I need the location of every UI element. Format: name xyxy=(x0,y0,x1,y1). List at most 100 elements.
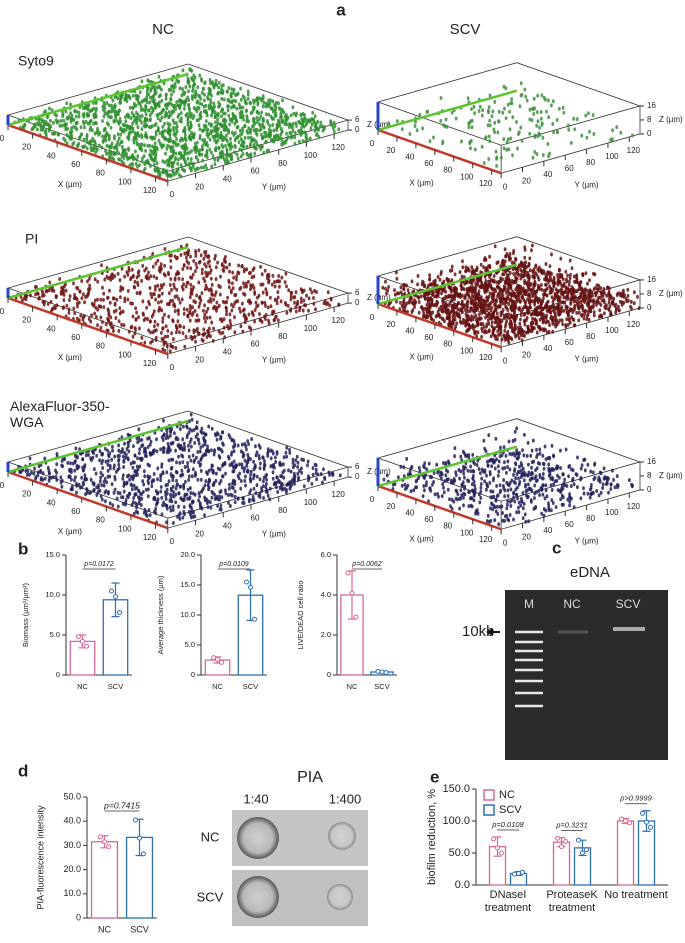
voxel xyxy=(80,133,83,137)
voxel xyxy=(552,130,555,134)
voxel xyxy=(215,79,218,83)
voxel xyxy=(405,284,408,288)
y-tick-label: 100 xyxy=(304,324,318,333)
voxel xyxy=(187,261,190,265)
voxel xyxy=(166,144,169,148)
voxel xyxy=(248,313,251,317)
voxel xyxy=(155,338,158,342)
voxel xyxy=(294,142,297,146)
voxel xyxy=(578,284,581,288)
voxel xyxy=(155,276,158,280)
voxel xyxy=(492,110,495,114)
voxel xyxy=(109,115,112,119)
voxel xyxy=(99,479,102,483)
voxel xyxy=(569,307,572,311)
voxel xyxy=(201,291,204,295)
voxel xyxy=(430,317,433,321)
voxel xyxy=(173,431,176,435)
voxel xyxy=(272,110,275,114)
voxel xyxy=(164,115,167,119)
voxel xyxy=(542,136,545,140)
voxel xyxy=(288,125,291,129)
y-tick-label: 120 xyxy=(627,320,641,329)
voxel xyxy=(569,300,572,304)
voxel xyxy=(23,123,26,127)
voxel xyxy=(568,317,571,321)
voxel xyxy=(534,265,537,269)
voxel xyxy=(514,296,517,300)
voxel xyxy=(584,309,587,313)
voxel xyxy=(546,142,549,146)
voxel xyxy=(593,313,596,317)
voxel xyxy=(259,147,262,151)
voxel xyxy=(113,464,116,468)
voxel xyxy=(194,95,197,99)
voxel xyxy=(168,162,171,166)
voxel xyxy=(428,277,431,281)
voxel xyxy=(483,161,486,165)
voxel xyxy=(306,463,309,467)
voxel xyxy=(252,106,255,110)
voxel xyxy=(419,113,422,117)
voxel xyxy=(563,282,566,286)
voxel xyxy=(149,319,152,323)
voxel xyxy=(137,95,140,99)
voxel xyxy=(227,108,230,112)
voxel xyxy=(145,112,148,116)
voxel xyxy=(498,296,501,300)
voxel xyxy=(141,135,144,139)
voxel xyxy=(243,145,246,149)
voxel xyxy=(133,461,136,465)
voxel xyxy=(149,292,152,296)
voxel xyxy=(105,322,108,326)
voxel xyxy=(236,126,239,130)
voxel xyxy=(483,325,486,329)
z-tick-label: 6 xyxy=(355,288,360,297)
voxel xyxy=(210,321,213,325)
voxel xyxy=(212,327,215,331)
voxel xyxy=(205,470,208,474)
voxel xyxy=(519,318,522,322)
voxel xyxy=(381,286,384,290)
voxel xyxy=(509,137,512,141)
voxel xyxy=(170,288,173,292)
voxel xyxy=(435,315,438,319)
voxel xyxy=(571,288,574,292)
voxel xyxy=(304,117,307,121)
voxel xyxy=(130,116,133,120)
voxel xyxy=(499,276,502,280)
voxel xyxy=(603,311,606,315)
voxel xyxy=(206,316,209,320)
voxel xyxy=(136,291,139,295)
voxel xyxy=(91,137,94,141)
voxel xyxy=(290,470,293,474)
voxel xyxy=(163,313,166,317)
voxel xyxy=(133,114,136,118)
voxel xyxy=(175,479,178,483)
voxel xyxy=(107,307,110,311)
voxel xyxy=(205,109,208,113)
voxel xyxy=(460,287,463,291)
voxel xyxy=(228,86,231,90)
voxel xyxy=(588,305,591,309)
voxel xyxy=(84,106,87,110)
voxel xyxy=(62,306,65,310)
voxel xyxy=(450,290,453,294)
voxel xyxy=(448,316,451,320)
voxel xyxy=(633,301,636,305)
voxel xyxy=(253,290,256,294)
voxel xyxy=(493,274,496,278)
voxel xyxy=(168,139,171,143)
voxel xyxy=(290,291,293,295)
voxel xyxy=(173,128,176,132)
voxel xyxy=(207,97,210,101)
voxel xyxy=(479,278,482,282)
voxel xyxy=(413,305,416,309)
voxel xyxy=(472,299,475,303)
voxel xyxy=(186,112,189,116)
y-tick-label: 0 xyxy=(503,182,508,191)
voxel xyxy=(204,279,207,283)
voxel xyxy=(583,317,586,321)
blot-spot xyxy=(237,876,279,918)
voxel xyxy=(537,134,540,138)
